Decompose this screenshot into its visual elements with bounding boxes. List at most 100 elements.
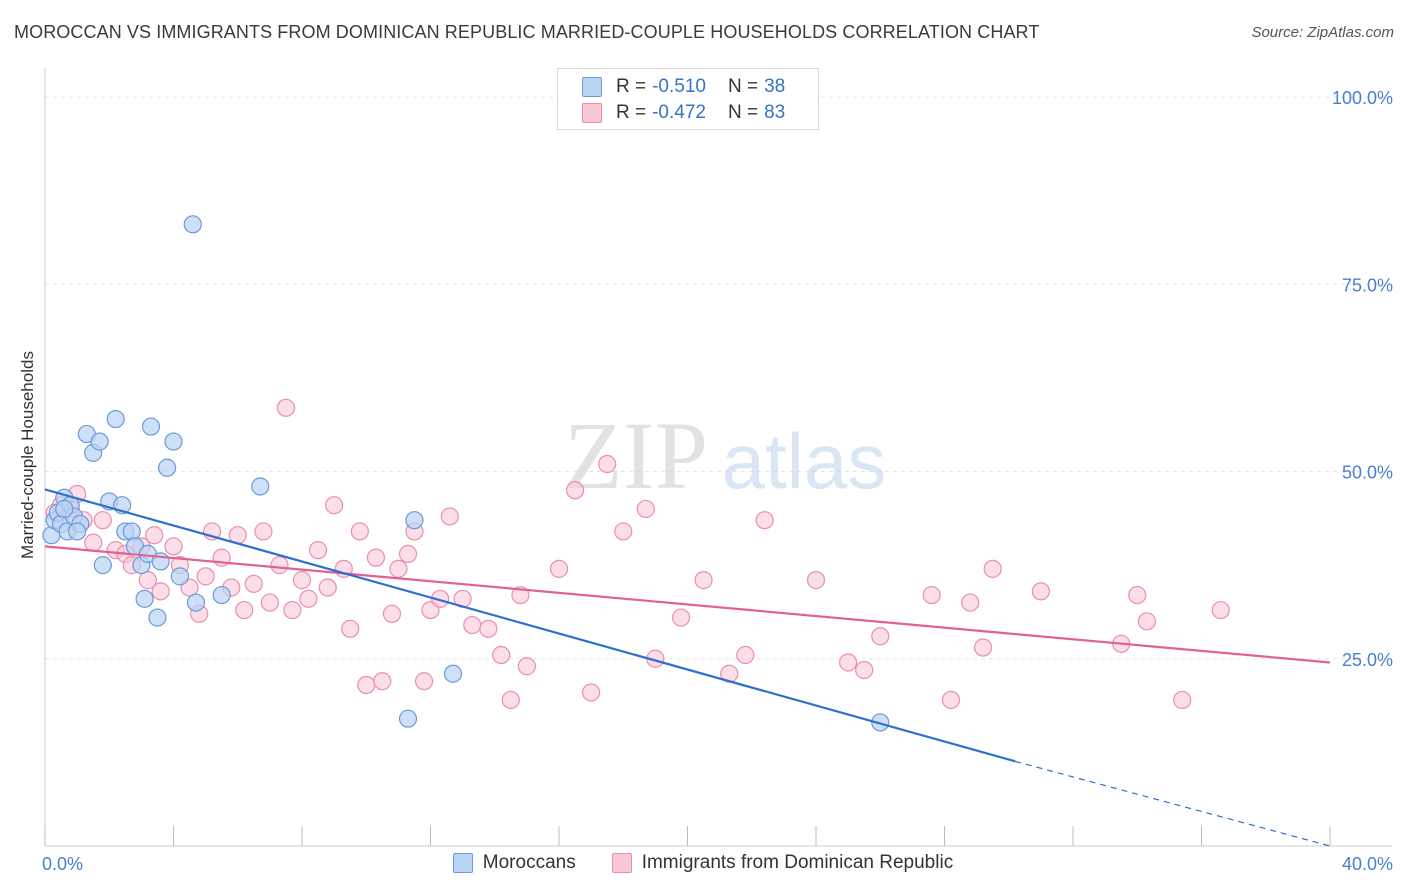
- legend-row-dominican: R = -0.472 N = 83: [582, 100, 785, 126]
- data-point-dominican: [366, 548, 385, 567]
- y-axis-label: Married-couple Households: [18, 351, 37, 559]
- y-tick-label: 50.0%: [1342, 463, 1393, 483]
- data-point-dominican: [614, 522, 633, 541]
- data-point-dominican: [1173, 690, 1192, 710]
- trend-line-moroccan-extension: [1015, 760, 1331, 847]
- data-point-dominican: [517, 657, 536, 676]
- data-point-dominican: [244, 574, 263, 593]
- data-point-dominican: [373, 672, 392, 691]
- trend-line-dominican: [44, 545, 1331, 664]
- data-point-dominican: [549, 559, 569, 578]
- legend-n-label: N =: [727, 76, 759, 97]
- data-point-moroccan: [148, 608, 167, 627]
- legend-swatch-pink: [582, 103, 602, 123]
- x-tick-label: 40.0%: [1342, 854, 1393, 874]
- legend-row-moroccans: R = -0.510 N = 38: [582, 74, 785, 100]
- x-tick-label: 0.0%: [42, 854, 83, 874]
- data-point-dominican: [292, 571, 312, 590]
- data-point-dominican: [855, 660, 874, 680]
- data-point-dominican: [1137, 612, 1156, 631]
- tick-labels: 25.0% 50.0% 75.0% 100.0% 0.0% 40.0%: [42, 88, 1393, 874]
- legend-n-value-moroccans: 38: [764, 76, 786, 97]
- legend-swatch-blue: [452, 853, 473, 873]
- data-point-moroccan: [135, 589, 154, 608]
- legend-r-label: R =: [616, 76, 647, 97]
- data-point-dominican: [1211, 600, 1230, 620]
- data-point-moroccan: [141, 417, 161, 436]
- data-point-dominican: [254, 522, 273, 541]
- data-point-dominican: [806, 571, 826, 590]
- data-point-dominican: [270, 556, 289, 575]
- data-point-dominican: [983, 559, 1002, 578]
- data-point-dominican: [582, 683, 601, 702]
- data-point-moroccan: [164, 432, 183, 451]
- data-point-dominican: [961, 593, 980, 612]
- data-point-dominican: [671, 608, 691, 627]
- data-point-moroccan: [405, 511, 424, 530]
- legend-swatch-pink: [611, 853, 632, 873]
- data-point-moroccan: [398, 709, 418, 728]
- correlation-legend: R = -0.510 N = 38 R = -0.472 N = 83: [557, 68, 819, 130]
- series-dominican-points: [45, 398, 1230, 710]
- data-point-dominican: [164, 537, 183, 556]
- data-point-dominican: [84, 533, 103, 552]
- data-point-moroccan: [68, 522, 87, 541]
- trend-lines: [44, 488, 1331, 847]
- chart-title: MOROCCAN VS IMMIGRANTS FROM DOMINICAN RE…: [14, 22, 1040, 42]
- data-point-dominican: [398, 544, 418, 563]
- data-point-dominican: [196, 567, 215, 586]
- data-point-dominican: [565, 481, 585, 500]
- grid-layer: [45, 96, 1392, 660]
- data-point-dominican: [492, 645, 511, 665]
- legend-item-dominican[interactable]: Immigrants from Dominican Republic: [611, 852, 954, 874]
- axis-layer: [44, 68, 1392, 847]
- y-tick-label: 75.0%: [1342, 275, 1393, 295]
- data-point-moroccan: [170, 567, 190, 586]
- data-point-dominican: [1031, 582, 1050, 601]
- legend-label-moroccans: Moroccans: [482, 852, 576, 873]
- data-point-moroccan: [106, 409, 125, 429]
- trend-line-moroccan: [44, 488, 1016, 763]
- data-point-dominican: [598, 454, 617, 474]
- data-point-moroccan: [90, 432, 109, 451]
- data-point-dominican: [736, 645, 755, 665]
- data-point-dominican: [350, 522, 369, 541]
- data-point-dominican: [839, 653, 858, 672]
- watermark-atlas: atlas: [722, 417, 887, 505]
- data-point-dominican: [755, 511, 774, 530]
- data-point-moroccan: [55, 499, 74, 519]
- data-point-dominican: [922, 585, 941, 605]
- data-point-moroccan: [157, 458, 177, 477]
- legend-n-value-dominican: 83: [764, 102, 786, 123]
- series-moroccan-points: [42, 215, 890, 732]
- legend-n-label: N =: [727, 102, 759, 123]
- data-point-dominican: [694, 571, 713, 590]
- data-point-dominican: [973, 638, 993, 657]
- data-point-dominican: [357, 675, 376, 695]
- data-point-dominican: [325, 496, 344, 515]
- data-point-dominican: [341, 619, 360, 638]
- data-point-dominican: [382, 604, 402, 623]
- data-point-moroccan: [122, 522, 141, 541]
- data-point-dominican: [235, 600, 254, 620]
- data-point-dominican: [283, 600, 302, 620]
- data-point-dominican: [440, 507, 459, 526]
- data-point-moroccan: [443, 664, 463, 683]
- source-label: Source: ZipAtlas.com: [1251, 24, 1394, 41]
- data-point-dominican: [941, 690, 961, 710]
- data-point-moroccan: [93, 556, 112, 575]
- data-point-dominican: [463, 615, 482, 635]
- data-point-dominican: [501, 690, 520, 710]
- data-point-dominican: [871, 627, 890, 646]
- data-point-moroccan: [251, 477, 270, 496]
- legend-label-dominican: Immigrants from Dominican Republic: [641, 852, 954, 873]
- data-point-moroccan: [183, 215, 202, 234]
- data-point-dominican: [138, 571, 157, 590]
- legend-item-moroccans[interactable]: Moroccans: [452, 852, 576, 874]
- data-point-moroccan: [186, 593, 206, 612]
- data-point-dominican: [145, 526, 164, 545]
- data-point-dominican: [308, 541, 328, 560]
- data-point-dominican: [260, 593, 279, 612]
- watermark-zip: ZIP: [564, 402, 708, 509]
